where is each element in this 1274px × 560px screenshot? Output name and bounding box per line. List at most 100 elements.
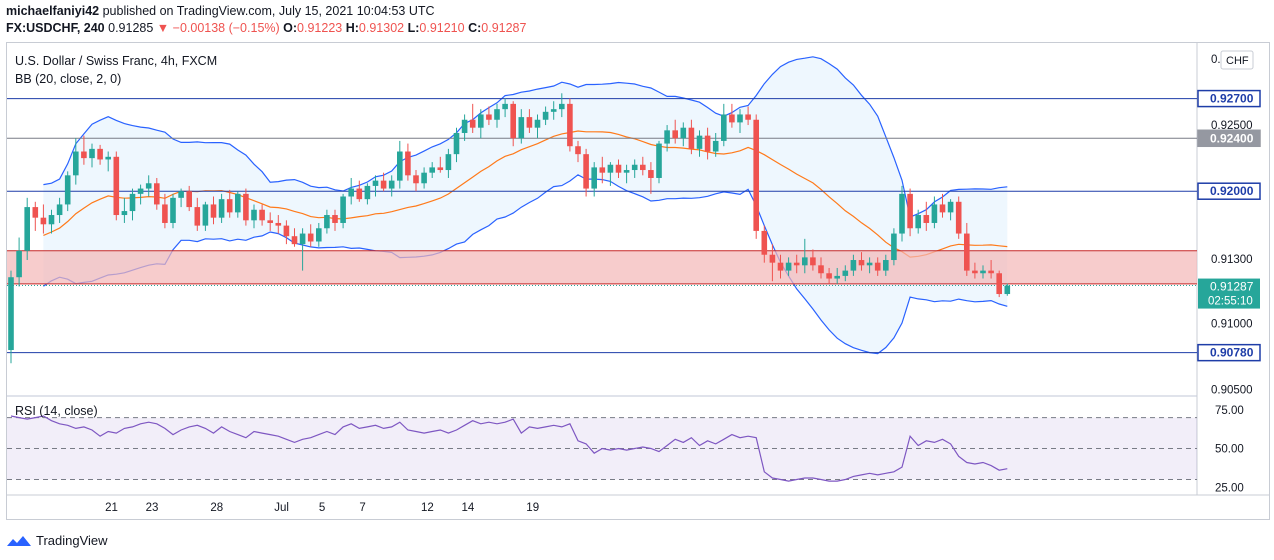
level-label-box: [1197, 182, 1261, 200]
candle-body: [899, 193, 905, 234]
symbol-label: FX:USDCHF, 240: [6, 21, 105, 35]
candle-body: [364, 185, 371, 200]
candle-body: [348, 188, 354, 197]
candle-body: [32, 207, 39, 218]
publisher-name[interactable]: michaelfaniyi42: [6, 4, 100, 18]
candle-body: [712, 140, 719, 152]
candle-body: [170, 197, 176, 223]
candle-body: [542, 111, 549, 120]
candle-body: [445, 154, 452, 171]
candle-body: [923, 215, 930, 223]
candle-body: [494, 109, 500, 120]
candle-body: [48, 215, 55, 225]
candle-body: [105, 156, 111, 160]
price-tick-label: 0.92500: [1211, 120, 1253, 132]
candle-body: [996, 273, 1002, 295]
candle-body: [307, 233, 314, 242]
published-text: published on TradingView.com, July 15, 2…: [102, 4, 435, 18]
candle-body: [793, 262, 800, 266]
level-label: 0.90780: [1210, 346, 1254, 360]
candle-body: [356, 188, 363, 200]
candle-body: [850, 260, 857, 271]
currency-button-label: CHF: [1226, 55, 1249, 67]
candle-body: [907, 193, 913, 229]
candle-body: [324, 215, 330, 229]
candle-body: [753, 119, 759, 231]
candle-body: [802, 257, 808, 266]
candle-body: [24, 207, 30, 251]
candle-body: [623, 170, 630, 173]
candle-body: [121, 211, 128, 216]
candle-body: [866, 262, 873, 266]
candle-body: [883, 260, 889, 271]
candle-body: [858, 260, 865, 266]
candle-body: [672, 130, 678, 139]
candle-body: [283, 225, 290, 237]
ohlc-line: FX:USDCHF, 240 0.91285 ▼ −0.00138 (−0.15…: [6, 21, 526, 35]
price-chart[interactable]: 0.930000.925000.910000.905000.927000.924…: [7, 43, 1269, 519]
price-change: ▼ −0.00138 (−0.15%): [156, 21, 280, 35]
level-label-box: [1197, 343, 1261, 362]
candle-body: [915, 215, 921, 229]
chart-frame[interactable]: 0.930000.925000.910000.905000.927000.924…: [6, 42, 1270, 520]
candle-body: [243, 193, 249, 221]
rsi-tick-label: 50.00: [1215, 444, 1244, 456]
candle-body: [696, 135, 703, 149]
candle-body: [486, 114, 492, 120]
candle-body: [267, 220, 273, 223]
candle-body: [785, 262, 792, 271]
candle-body: [478, 114, 484, 128]
candle-body: [688, 127, 695, 149]
candle-body: [721, 114, 727, 141]
bb-fill: [43, 56, 1008, 354]
candle-body: [664, 130, 670, 144]
candle-body: [964, 233, 970, 271]
candle-body: [421, 172, 427, 184]
candle-body: [988, 270, 994, 274]
publisher-line: michaelfaniyi42 published on TradingView…: [6, 4, 435, 18]
candle-body: [275, 222, 282, 226]
zone-label: 0.91300: [1211, 254, 1253, 266]
candle-body: [8, 277, 14, 351]
candle-body: [437, 167, 444, 171]
countdown-label: 02:55:10: [1208, 296, 1253, 308]
candle-body: [81, 151, 87, 159]
candle-body: [461, 119, 468, 133]
candle-body: [380, 180, 387, 189]
candle-body: [218, 199, 225, 218]
candle-body: [397, 151, 403, 181]
candle-body: [583, 154, 589, 189]
candle-body: [154, 183, 160, 205]
low-value: 0.91210: [419, 21, 465, 35]
candle-body: [891, 233, 897, 261]
level-label: 0.92000: [1210, 184, 1254, 198]
footer-brand[interactable]: TradingView: [36, 533, 108, 548]
price-tick-label: 0.91000: [1211, 319, 1253, 331]
rsi-line: [10, 415, 1008, 482]
candle-body: [955, 201, 962, 234]
candle-body: [64, 175, 71, 205]
candle-body: [388, 180, 395, 189]
candle-body: [972, 270, 978, 274]
current-price-label: 0.91287: [1210, 280, 1254, 294]
candle-body: [526, 117, 533, 128]
candle-body: [834, 275, 840, 279]
candle-body: [194, 207, 201, 226]
candle-body: [291, 236, 298, 245]
time-tick-label: 14: [462, 502, 475, 514]
bb-legend: BB (20, close, 2, 0): [15, 72, 121, 86]
candle-body: [640, 164, 646, 171]
last-price: 0.91285: [108, 21, 154, 35]
low-label: L:: [407, 21, 420, 35]
candle-body: [842, 270, 849, 276]
candle-body: [89, 148, 95, 159]
candle-body: [413, 175, 419, 184]
candle-body: [615, 164, 622, 173]
high-value: 0.91302: [358, 21, 405, 35]
candle-body: [745, 114, 751, 120]
time-tick-label: 5: [319, 502, 325, 514]
candle-body: [251, 209, 257, 221]
chart-legend-title: U.S. Dollar / Swiss Franc, 4h, FXCM: [15, 54, 217, 68]
time-tick-label: 28: [210, 502, 223, 514]
candle-body: [559, 103, 565, 110]
